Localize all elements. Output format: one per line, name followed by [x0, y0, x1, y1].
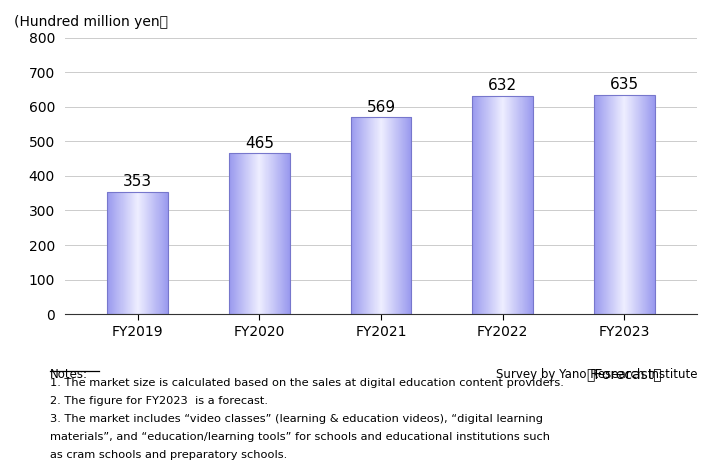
Text: 353: 353 [123, 174, 152, 189]
Text: Notes:: Notes: [50, 368, 88, 381]
Bar [229, 153, 290, 314]
Text: 635: 635 [610, 77, 639, 92]
Text: 3. The market includes “video classes” (learning & education videos), “digital l: 3. The market includes “video classes” (… [50, 414, 544, 424]
Text: 465: 465 [245, 136, 274, 151]
Bar [594, 95, 655, 314]
Bar [107, 192, 168, 314]
Text: materials”, and “education/learning tools” for schools and educational instituti: materials”, and “education/learning tool… [50, 432, 550, 442]
Text: （Forecast）: （Forecast） [587, 367, 662, 381]
Text: (Hundred million yen）: (Hundred million yen） [14, 15, 168, 29]
Text: 2. The figure for FY2023  is a forecast.: 2. The figure for FY2023 is a forecast. [50, 396, 268, 406]
Text: 632: 632 [488, 78, 517, 93]
Text: Survey by Yano Research Institute: Survey by Yano Research Institute [496, 368, 697, 381]
Text: as cram schools and preparatory schools.: as cram schools and preparatory schools. [50, 450, 288, 460]
Text: 1. The market size is calculated based on the sales at digital education content: 1. The market size is calculated based o… [50, 378, 564, 388]
Bar [472, 96, 533, 314]
Bar [351, 117, 411, 314]
Text: 569: 569 [367, 99, 395, 114]
